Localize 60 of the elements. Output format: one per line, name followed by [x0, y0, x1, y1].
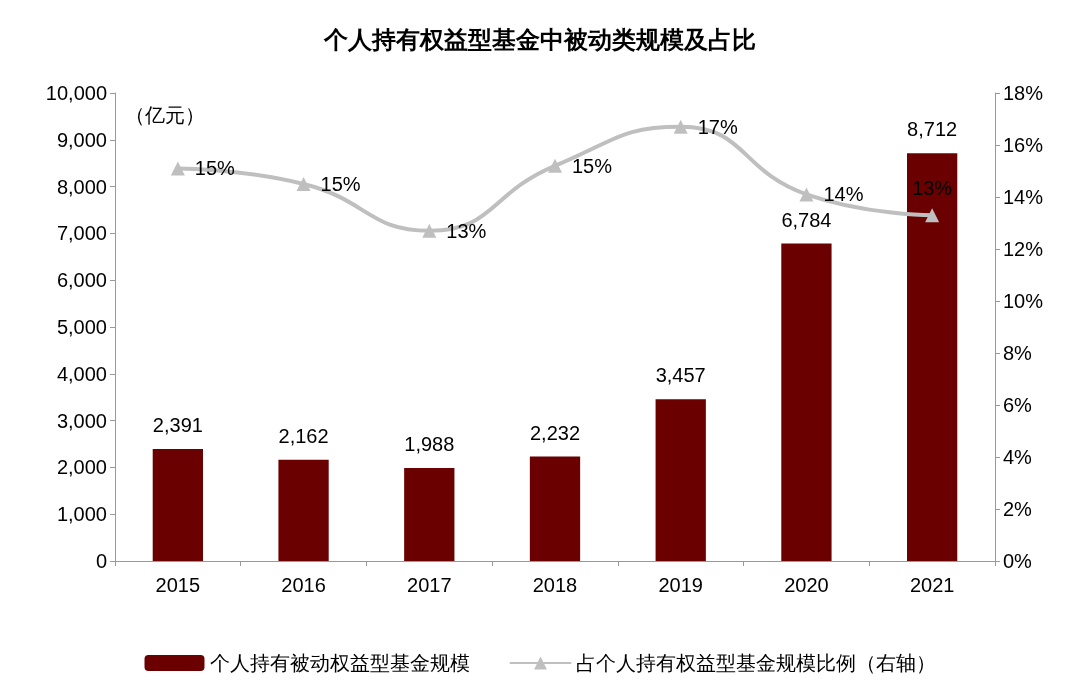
x-tick-label: 2021 — [909, 574, 955, 596]
bar — [404, 467, 455, 561]
y2-tick-label: 4% — [1003, 446, 1033, 468]
point — [673, 119, 688, 134]
x-tick-label: 2015 — [155, 574, 201, 596]
y-tick-label: 4,000 — [56, 362, 107, 385]
x-tick-label: 2020 — [784, 574, 829, 596]
chart-title: 个人持有权益型基金中被动类规模及占比 — [323, 25, 756, 53]
bar — [907, 153, 958, 561]
bar — [655, 399, 706, 561]
x-tick-label: 2017 — [407, 574, 452, 596]
data-label: 13% — [446, 219, 487, 242]
y-axis-title: （亿元） — [125, 104, 205, 126]
data-label: 8,712 — [907, 118, 958, 141]
data-label: 13% — [912, 177, 953, 200]
data-label: 3,457 — [655, 364, 706, 387]
point — [548, 158, 562, 173]
x-tick-label: 2019 — [658, 574, 703, 596]
legend-label: 个人持有被动权益型基金规模 — [209, 652, 470, 674]
data-label: 15% — [194, 157, 236, 180]
point — [170, 161, 185, 176]
legend-label: 占个人持有权益型基金规模比例（右轴） — [575, 652, 936, 674]
point — [296, 177, 311, 191]
bar — [152, 449, 203, 561]
data-label: 2,391 — [152, 414, 203, 437]
bar — [278, 459, 329, 561]
y-tick-label: 5,000 — [56, 316, 107, 338]
data-label: 1,988 — [404, 432, 455, 455]
point — [925, 208, 940, 223]
y-tick-label: 1,000 — [56, 503, 107, 526]
data-label: 15% — [572, 154, 613, 177]
y-tick-label: 0 — [95, 550, 107, 572]
x-tick-label: 2016 — [281, 574, 326, 596]
y2-tick-label: 6% — [1003, 394, 1033, 416]
y-tick-label: 7,000 — [56, 222, 107, 245]
y-tick-label: 8,000 — [56, 175, 107, 198]
bar — [781, 243, 832, 561]
data-label: 17% — [697, 115, 738, 138]
y2-tick-label: 14% — [1003, 186, 1044, 208]
data-label: 15% — [320, 173, 361, 195]
data-label: 6,784 — [781, 208, 832, 231]
y2-tick-label: 8% — [1003, 342, 1033, 364]
y-tick-label: 2,000 — [56, 456, 107, 479]
y2-tick-label: 18% — [1003, 82, 1044, 104]
data-label: 2,232 — [529, 421, 581, 444]
y-tick-label: 3,000 — [56, 409, 107, 432]
y2-tick-label: 0% — [1003, 550, 1033, 572]
y2-tick-label: 12% — [1003, 238, 1044, 260]
bar — [529, 456, 581, 561]
y-tick-label: 9,000 — [56, 128, 107, 151]
point — [799, 187, 814, 202]
y2-tick-label: 16% — [1003, 134, 1044, 156]
point — [422, 223, 437, 238]
y2-tick-label: 2% — [1003, 498, 1033, 520]
y-tick-label: 10,000 — [45, 82, 107, 104]
data-label: 14% — [823, 183, 864, 206]
data-label: 2,162 — [278, 424, 329, 447]
y2-tick-label: 10% — [1003, 290, 1044, 312]
x-tick-label: 2018 — [532, 574, 578, 596]
y-tick-label: 6,000 — [56, 269, 107, 292]
